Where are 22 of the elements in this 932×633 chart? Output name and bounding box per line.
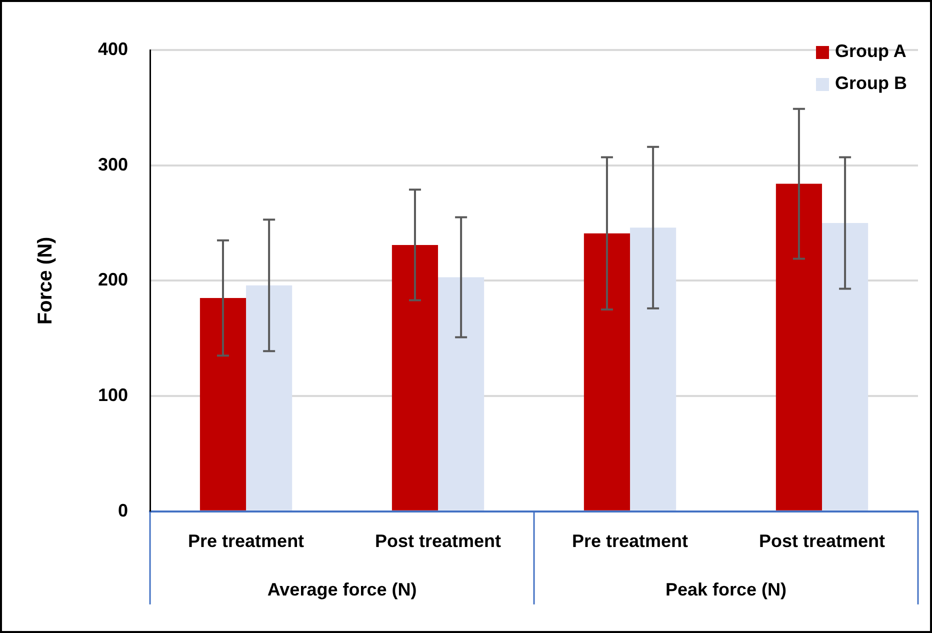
x-tick-label: Pre treatment [188, 531, 304, 552]
x-tick-label: Pre treatment [572, 531, 688, 552]
y-tick-label: 100 [98, 385, 128, 406]
text: Average force (N) [267, 579, 417, 600]
legend-label: Group A [835, 40, 906, 61]
text: Peak force (N) [665, 579, 787, 600]
bar [438, 277, 484, 510]
y-tick-label: 200 [98, 270, 128, 290]
y-tick-label: 400 [98, 38, 128, 59]
bar [200, 298, 246, 510]
bar [822, 223, 868, 510]
bar [584, 233, 630, 510]
x-tick-label: Post treatment [375, 531, 502, 552]
x-tick-label: Post treatment [758, 531, 886, 552]
bar [630, 228, 676, 510]
legend-label: Group B [835, 72, 908, 93]
bar [392, 244, 438, 510]
bar [776, 184, 822, 510]
y-tick-label: 300 [98, 154, 128, 174]
y-tick-label: 0 [118, 500, 128, 520]
bar [246, 285, 292, 510]
y-axis-title: Force (N) [34, 236, 57, 325]
